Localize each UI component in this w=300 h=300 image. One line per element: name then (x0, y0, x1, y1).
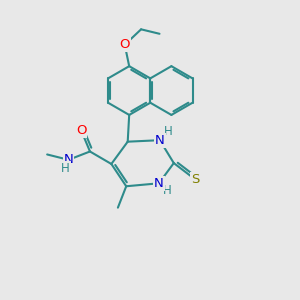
Text: S: S (191, 173, 200, 186)
Text: N: N (155, 134, 165, 147)
Text: H: H (163, 184, 172, 197)
Text: H: H (164, 125, 172, 138)
Text: N: N (154, 177, 164, 190)
Text: N: N (64, 153, 74, 166)
Text: O: O (76, 124, 86, 136)
Text: H: H (61, 162, 70, 175)
Text: O: O (119, 38, 130, 51)
